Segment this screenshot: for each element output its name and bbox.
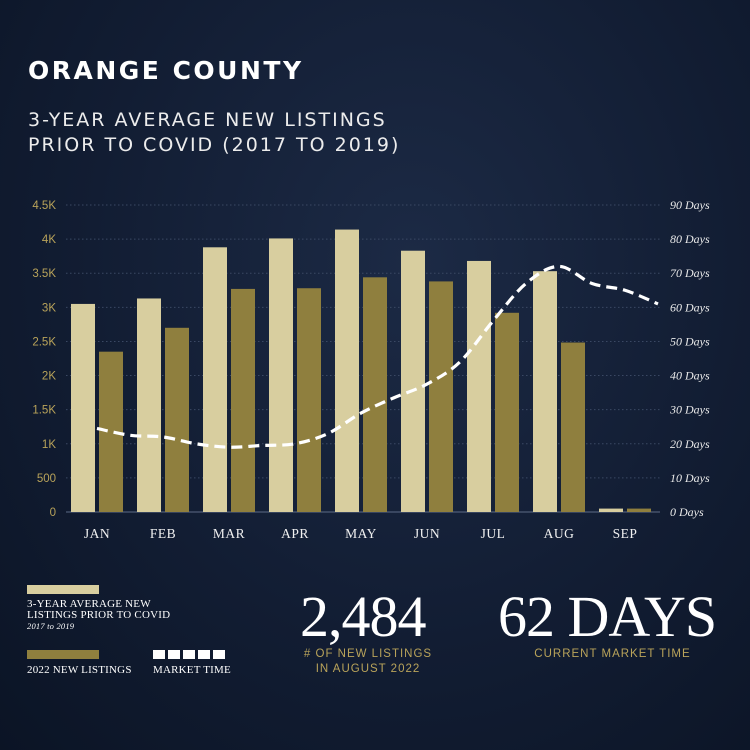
left-tick-label: 0 (50, 507, 56, 519)
right-tick-label: 20 Days (670, 437, 710, 451)
legend-avg-swatch (27, 585, 99, 594)
left-tick-label: 500 (37, 473, 56, 485)
x-tick-label: AUG (544, 526, 575, 541)
bar-avg-aug (533, 271, 557, 512)
right-tick-label: 40 Days (670, 369, 710, 383)
bar-2022-feb (165, 327, 189, 512)
left-axis-ticks: 0 500 1K 1.5K 2K 2.5K 3K 3.5K 4K 4.5K (32, 200, 56, 519)
right-axis-ticks: 0 Days 10 Days 20 Days 30 Days 40 Days 50 Day… (669, 198, 710, 519)
chart-bars (71, 229, 651, 512)
bar-avg-apr (269, 238, 293, 512)
x-tick-label: FEB (150, 526, 176, 541)
right-tick-label: 60 Days (670, 300, 710, 314)
x-tick-label: SEP (613, 526, 638, 541)
bar-avg-may (335, 229, 359, 512)
bar-avg-sep (599, 508, 623, 512)
listings-caption-line-2: IN AUGUST 2022 (315, 663, 421, 675)
market-time-line (96, 264, 659, 449)
x-tick-label: APR (281, 526, 309, 541)
bar-avg-feb (137, 298, 161, 512)
legend-avg-line-2: LISTINGS PRIOR TO COVID (27, 609, 171, 621)
x-tick-label: MAY (345, 526, 377, 541)
market-time-stat-caption: CURRENT MARKET TIME (534, 648, 691, 660)
bar-2022-mar (231, 288, 255, 512)
right-tick-label: 70 Days (670, 266, 710, 280)
left-tick-label: 1K (42, 439, 56, 451)
right-tick-label: 80 Days (670, 232, 710, 246)
bar-avg-jul (467, 260, 491, 512)
x-tick-label: JUN (414, 526, 440, 541)
right-tick-label: 30 Days (669, 403, 710, 417)
bar-2022-apr (297, 288, 321, 512)
right-tick-label: 90 Days (670, 198, 710, 212)
left-tick-label: 3K (42, 302, 56, 314)
bar-2022-aug (561, 342, 585, 512)
x-tick-label: JAN (84, 526, 110, 541)
bar-2022-may (363, 277, 387, 512)
x-axis-ticks: JAN FEB MAR APR MAY JUN JUL AUG SEP (84, 526, 638, 541)
market-time-path (96, 264, 659, 449)
left-tick-label: 4.5K (32, 200, 56, 212)
bar-avg-jan (71, 303, 95, 512)
listings-stat-caption: # OF NEW LISTINGS IN AUGUST 2022 (288, 647, 448, 677)
bar-avg-mar (203, 247, 227, 512)
legend-current-label: 2022 NEW LISTINGS (27, 664, 132, 676)
bar-2022-jun (429, 281, 453, 512)
left-tick-label: 1.5K (32, 405, 56, 417)
listings-stat-value: 2,484 (300, 584, 426, 649)
right-tick-label: 50 Days (670, 334, 710, 348)
left-tick-label: 2K (42, 371, 56, 383)
bar-2022-sep (627, 508, 651, 512)
x-tick-label: JUL (481, 526, 506, 541)
legend-avg-line-1: 3-YEAR AVERAGE NEW (27, 598, 151, 610)
bar-2022-jul (495, 312, 519, 512)
right-tick-label: 10 Days (670, 471, 710, 485)
page-title: ORANGE COUNTY (28, 56, 304, 85)
listings-caption-line-1: # OF NEW LISTINGS (303, 648, 433, 660)
x-tick-label: MAR (213, 526, 245, 541)
legend-market-time-label: MARKET TIME (153, 664, 231, 676)
market-time-stat-value: 62 DAYS (498, 584, 717, 649)
subtitle-line-2: PRIOR TO COVID (2017 TO 2019) (28, 134, 401, 156)
left-tick-label: 4K (42, 234, 56, 246)
bar-avg-jun (401, 250, 425, 512)
chart-subtitle: 3-YEAR AVERAGE NEW LISTINGS PRIOR TO COV… (28, 108, 400, 158)
subtitle-line-1: 3-YEAR AVERAGE NEW LISTINGS (28, 109, 387, 131)
legend-avg-label: 3-YEAR AVERAGE NEW LISTINGS PRIOR TO COV… (27, 599, 170, 632)
left-tick-label: 2.5K (32, 336, 56, 348)
legend-market-time-swatch (153, 650, 225, 659)
legend-current-swatch (27, 650, 99, 659)
legend-avg-line-3: 2017 to 2019 (27, 621, 75, 631)
right-tick-label: 0 Days (670, 505, 704, 519)
left-tick-label: 3.5K (32, 268, 56, 280)
